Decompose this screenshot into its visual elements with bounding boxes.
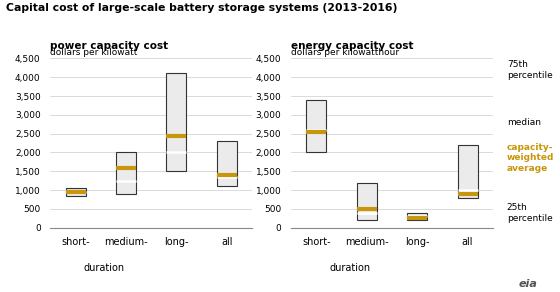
Text: median: median [507,118,541,127]
Text: Capital cost of large-scale battery storage systems (2013-2016): Capital cost of large-scale battery stor… [6,3,397,13]
Text: capacity-
weighted
average: capacity- weighted average [507,143,554,173]
Text: duration: duration [329,263,371,273]
Text: power capacity cost: power capacity cost [50,41,169,51]
Text: energy capacity cost: energy capacity cost [291,41,414,51]
Text: dollars per kilowatthour: dollars per kilowatthour [291,48,399,57]
Text: 75th
percentile: 75th percentile [507,60,553,80]
Bar [66,188,86,196]
Text: eia: eia [519,279,538,289]
Bar [407,213,427,220]
Bar [166,74,186,171]
Bar [458,145,478,198]
Text: dollars per kilowatt: dollars per kilowatt [50,48,138,57]
Bar [306,100,326,152]
Text: duration: duration [83,263,124,273]
Bar [217,141,237,186]
Bar [116,152,136,194]
Text: 25th
percentile: 25th percentile [507,204,553,223]
Bar [357,182,377,220]
